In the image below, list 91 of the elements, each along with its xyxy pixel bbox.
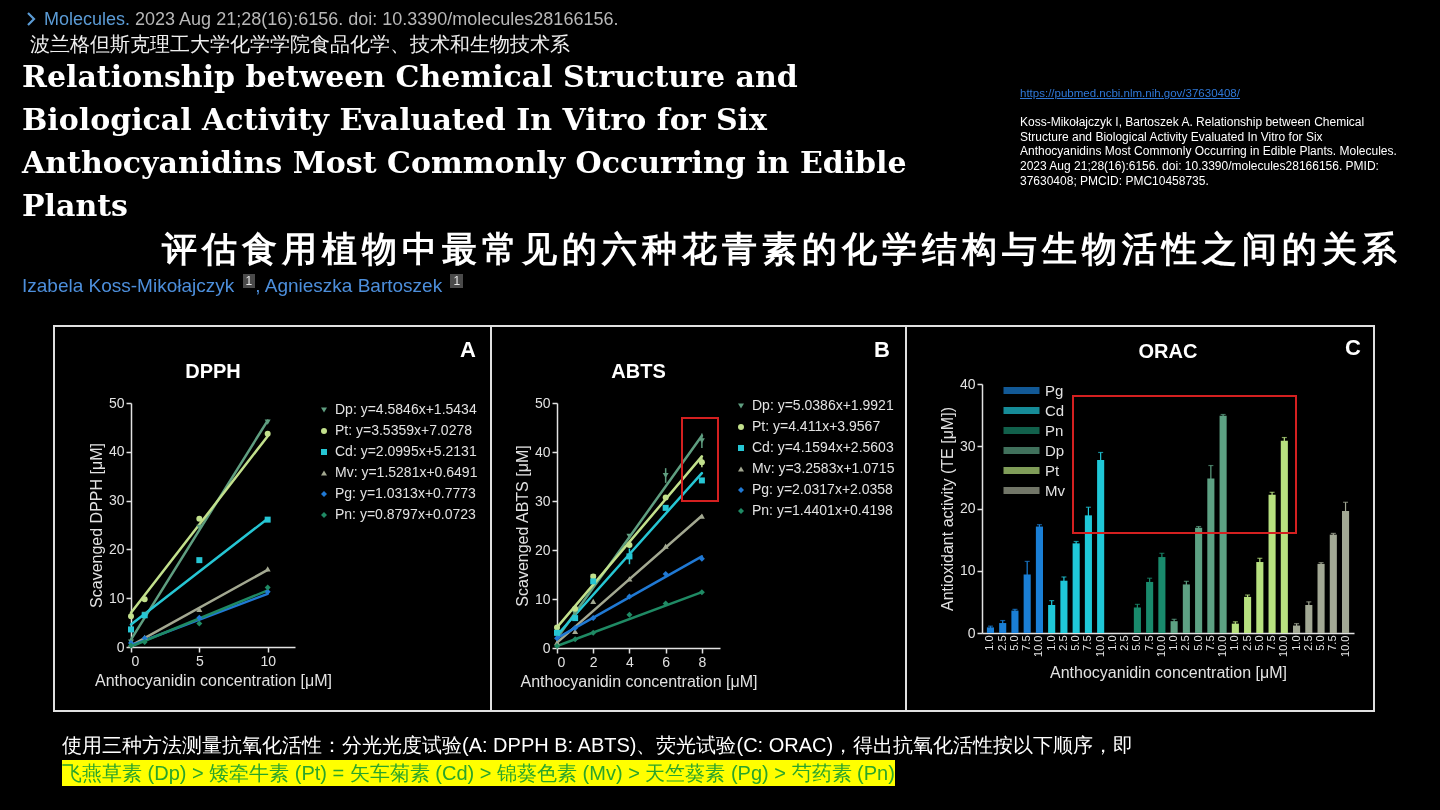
- y-axis-title: Antioxidant activity (TE [μM]): [938, 407, 956, 611]
- text: 评估食用植物中最常见的六种花青素的化学结构与生物活性之间的关系: [162, 229, 1402, 269]
- x-tick-label: 5.0: [1314, 635, 1327, 651]
- x-tick-label: 5.0: [1007, 635, 1020, 651]
- text: Izabela Koss-Mikołajczyk $^{1}$, Agnieszka Bartoszek $^{1}$: [22, 273, 462, 298]
- y-tick-label: 10: [108, 589, 125, 606]
- legend-label: Pt: y=3.5359x+7.0278: [335, 422, 473, 438]
- legend-label: Mv: y=1.5281x+0.6491: [335, 464, 478, 480]
- x-axis-title: Anthocyanidin concentration [μM]: [520, 672, 758, 690]
- x-tick-label: 1.0: [1228, 635, 1241, 651]
- x-tick-label: 2.5: [1118, 635, 1131, 651]
- legend-label: Pg: [1045, 381, 1064, 399]
- y-tick-label: 20: [959, 500, 976, 516]
- legend-label: Pt: y=4.411x+3.9567: [752, 418, 881, 434]
- legend-label: Mv: y=3.2583x+1.0715: [752, 460, 895, 476]
- text: Molecules. 2023 Aug 21;28(16):6156. doi: 10.3390/molecules28166156.: [44, 9, 619, 29]
- legend-label: Dp: y=4.5846x+1.5434: [335, 401, 477, 417]
- x-tick-label: 6: [662, 653, 671, 670]
- legend-label: Pn: [1045, 421, 1064, 439]
- legend-label: Mv: [1045, 481, 1066, 499]
- x-tick-label: 10.0: [1277, 635, 1290, 657]
- chart-title: DPPH: [185, 360, 241, 382]
- x-tick-label: 2.5: [1056, 635, 1069, 651]
- y-tick-label: 20: [108, 540, 125, 557]
- x-tick-label: 5: [195, 652, 204, 669]
- legend-label: Dp: y=5.0386x+1.9921: [752, 397, 894, 413]
- x-tick-label: 1.0: [983, 635, 996, 651]
- y-tick-label: 40: [108, 443, 125, 460]
- legend-label: Pn: y=0.8797x+0.0723: [335, 506, 477, 522]
- x-tick-label: 7.5: [1326, 635, 1339, 651]
- x-tick-label: 4: [626, 653, 635, 670]
- x-tick-label: 2: [589, 653, 598, 670]
- y-tick-label: 20: [534, 541, 551, 558]
- x-tick-label: 2.5: [1179, 635, 1192, 651]
- text: B: [874, 337, 890, 363]
- chart-title: ORAC: [1138, 340, 1198, 362]
- y-tick-label: 40: [959, 375, 976, 392]
- legend-label: Pg: y=2.0317x+2.0358: [752, 481, 894, 497]
- text: Koss-Mikołajczyk I, Bartoszek A. Relationship between Chemical Structure and Biological Activity Evaluated In Vitro for Six Anthocyanidins Most Commonly Occurring in Edible Plants. Molecules. 2023 Aug 21;28(16):6156. doi: 10.3390/molecules28166156. PMID: 37630408; PMCID: PMC10458735.: [1020, 115, 1398, 189]
- y-axis-title: Scavenged DPPH [μM]: [87, 443, 105, 608]
- text: Relationship between Chemical Structure and Biological Activity Evaluated In Vitro for Six Anthocyanidins Most Commonly Occurring in Edible Plants: [22, 58, 908, 225]
- text: 波兰格但斯克理工大学化学学院食品化学、技术和生物技术系: [30, 32, 570, 56]
- x-tick-label: 10.0: [1154, 635, 1167, 657]
- x-tick-label: 5.0: [1130, 635, 1143, 651]
- x-axis-title: Anthocyanidin concentration [μM]: [95, 671, 332, 689]
- legend-label: Pt: [1045, 461, 1060, 479]
- y-tick-label: 30: [959, 437, 976, 454]
- x-tick-label: 10.0: [1032, 635, 1045, 657]
- legend-label: Cd: y=4.1594x+2.5603: [752, 439, 894, 455]
- legend-label: Cd: [1045, 401, 1065, 419]
- text: https://pubmed.ncbi.nlm.nih.gov/37630408/: [1020, 86, 1240, 101]
- x-tick-label: 1.0: [1044, 635, 1057, 651]
- y-tick-label: 40: [534, 443, 551, 460]
- x-tick-label: 10.0: [1338, 635, 1351, 657]
- x-tick-label: 7.5: [1265, 635, 1278, 651]
- text: 飞燕草素 (Dp) > 矮牵牛素 (Pt) = 矢车菊素 (Cd) > 锦葵色素 (Mv) > 天竺葵素 (Pg) > 芍药素 (Pn): [62, 760, 895, 786]
- text: 使用三种方法测量抗氧化活性：分光光度试验(A: DPPH B: ABTS)、荧光试验(C: ORAC)，得出抗氧化活性按以下顺序，即: [62, 733, 1134, 758]
- x-tick-label: 5.0: [1069, 635, 1082, 651]
- y-tick-label: 30: [108, 492, 125, 509]
- y-tick-label: 30: [534, 492, 551, 509]
- text: A: [460, 337, 476, 363]
- x-tick-label: 7.5: [1081, 635, 1094, 651]
- x-axis-title: Anthocyanidin concentration [μM]: [1050, 663, 1287, 681]
- legend-label: Pg: y=1.0313x+0.7773: [335, 485, 477, 501]
- y-tick-label: 50: [108, 394, 125, 411]
- x-tick-label: 5.0: [1252, 635, 1265, 651]
- x-tick-label: 0: [557, 653, 566, 670]
- y-axis-title: Scavenged ABTS [μM]: [513, 445, 531, 607]
- x-tick-label: 7.5: [1020, 635, 1033, 651]
- x-tick-label: 10.0: [1093, 635, 1106, 657]
- x-tick-label: 8: [698, 653, 707, 670]
- x-tick-label: 1.0: [1105, 635, 1118, 651]
- legend-label: Pn: y=1.4401x+0.4198: [752, 502, 894, 518]
- y-tick-label: 50: [534, 394, 551, 411]
- x-tick-label: 0: [131, 652, 140, 669]
- x-tick-label: 10: [260, 652, 277, 669]
- x-tick-label: 7.5: [1203, 635, 1216, 651]
- x-tick-label: 1.0: [1289, 635, 1302, 651]
- x-tick-label: 1.0: [1167, 635, 1180, 651]
- x-tick-label: 7.5: [1142, 635, 1155, 651]
- x-tick-label: 5.0: [1191, 635, 1204, 651]
- x-tick-label: 2.5: [995, 635, 1008, 651]
- x-tick-label: 2.5: [1240, 635, 1253, 651]
- x-tick-label: 2.5: [1301, 635, 1314, 651]
- y-tick-label: 10: [959, 562, 976, 579]
- x-tick-label: 10.0: [1216, 635, 1229, 657]
- legend-label: Dp: [1045, 441, 1065, 459]
- legend-label: Cd: y=2.0995x+5.2131: [335, 443, 477, 459]
- text: C: [1345, 335, 1361, 361]
- y-tick-label: 10: [534, 590, 551, 607]
- chart-title: ABTS: [611, 360, 666, 382]
